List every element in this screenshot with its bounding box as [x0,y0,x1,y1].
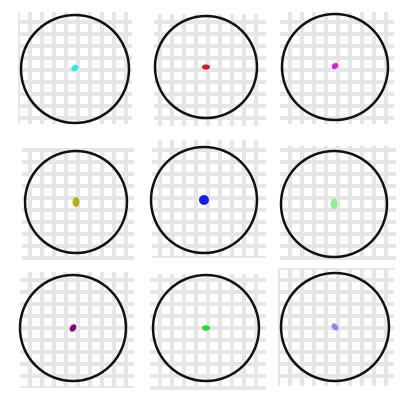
tile-r2-c2-graphic [149,140,266,258]
ring-outline [18,273,128,383]
colored-dot [71,64,79,72]
colored-dot [199,195,209,205]
tile-r2-c3-graphic [279,146,396,260]
colored-dot [72,197,80,207]
grid-background [154,14,266,126]
ring-outline [151,273,261,383]
tile-r3-c2-graphic [150,273,266,390]
tile-r3-c1-graphic [18,272,134,388]
ring-outline [153,14,259,120]
colored-dot [202,64,210,70]
ring-outline [149,145,259,255]
ring-outline [23,149,129,255]
tile-r2-c1-graphic [22,148,134,260]
colored-dot [69,324,77,332]
tile-r3-c3-graphic [278,268,394,386]
ring-outline [280,12,390,122]
tile-r1-c2-graphic [153,14,266,126]
tile-r1-c3-graphic [280,12,394,124]
colored-dot [330,198,338,210]
colored-dot [202,325,210,331]
ring-outline [279,271,391,383]
ring-outline [279,149,389,259]
tile-r3-c1[interactable] [18,268,144,394]
colored-dot [331,323,339,331]
tile-r3-c2[interactable] [148,268,274,394]
tile-r2-c2[interactable] [148,138,274,264]
tile-r3-c3[interactable] [278,268,404,394]
tile-r1-c1-graphic [18,12,132,125]
tile-r1-c2[interactable] [148,10,274,136]
ring-outline [19,13,131,125]
tile-r1-c3[interactable] [278,10,404,136]
tile-r2-c3[interactable] [278,138,404,264]
colored-dot [331,62,339,70]
tile-r1-c1[interactable] [18,10,144,136]
tile-r2-c1[interactable] [18,138,144,264]
